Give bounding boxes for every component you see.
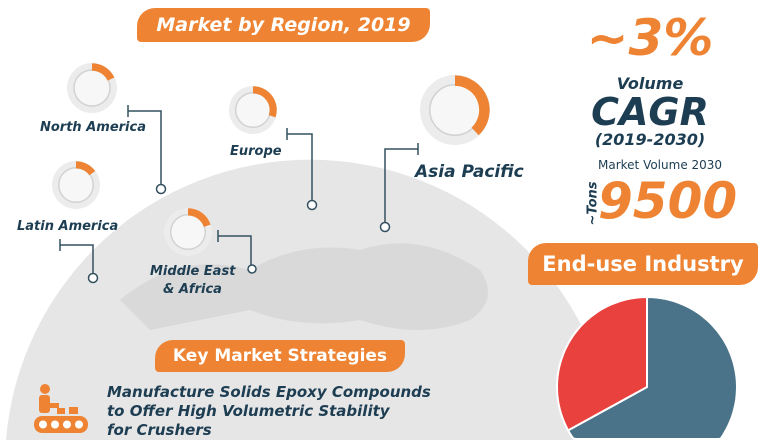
end-use-banner: End-use Industry (528, 243, 758, 285)
region-donut (67, 63, 117, 113)
region-donut (229, 86, 277, 134)
region-label-north-america: North America (40, 120, 146, 135)
pie-slice (567, 296, 738, 440)
donut-share-arc (91, 63, 115, 81)
donut-share-arc (252, 86, 277, 118)
donut-share-arc (187, 208, 211, 228)
region-donut (52, 161, 100, 209)
donut-share-arc (75, 161, 96, 176)
region-label-mea: Middle East (150, 264, 236, 279)
strategy-line: for Crushers (107, 421, 212, 439)
cagr-label-volume: Volume (616, 74, 684, 93)
strategy-line: Manufacture Solids Epoxy Compounds (107, 383, 431, 401)
region-label-europe: Europe (230, 144, 282, 159)
region-label-mea-2: & Africa (163, 282, 222, 297)
pie-slice (556, 296, 648, 432)
cagr-label: CAGR (591, 90, 709, 134)
region-label-latin-america: Latin America (17, 219, 119, 234)
region-donut (420, 75, 490, 145)
volume-value: 9500 (598, 172, 738, 230)
end-use-pie (556, 296, 738, 440)
conveyor-worker-icon (34, 384, 88, 433)
donut-share-arc (454, 75, 490, 136)
volume-label: Market Volume 2030 (598, 158, 723, 172)
region-label-asia-pacific: Asia Pacific (415, 162, 524, 182)
connectors (59, 105, 419, 284)
region-donut (164, 208, 212, 256)
region-title-banner: Market by Region, 2019 (137, 8, 430, 42)
cagr-value: ~3% (586, 9, 714, 67)
strategy-line: to Offer High Volumetric Stability (107, 402, 390, 420)
strategies-banner: Key Market Strategies (155, 340, 405, 372)
cagr-period: (2019-2030) (594, 130, 706, 149)
